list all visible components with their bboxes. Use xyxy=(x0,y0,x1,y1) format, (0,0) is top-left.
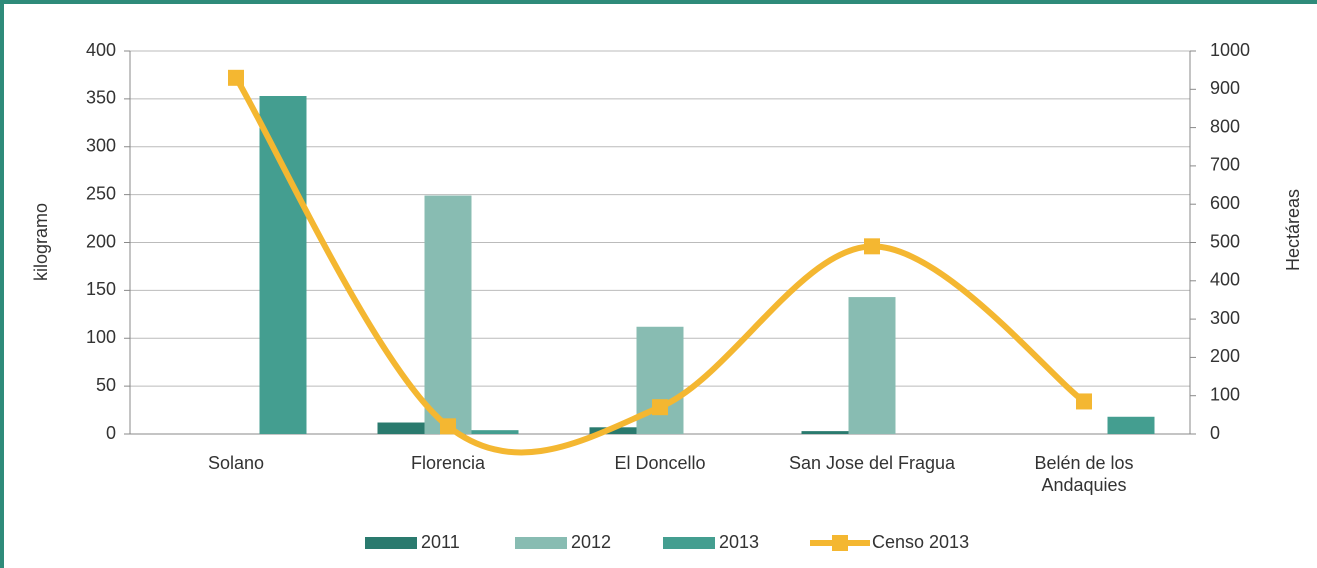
y2-tick-label: 100 xyxy=(1210,384,1240,404)
legend-swatch xyxy=(365,537,417,549)
y2-tick-label: 200 xyxy=(1210,346,1240,366)
y2-axis-title: Hectáreas xyxy=(1283,189,1303,271)
line-marker xyxy=(228,69,244,86)
bar xyxy=(801,431,849,434)
bar xyxy=(377,422,425,434)
y2-tick-label: 0 xyxy=(1210,423,1220,443)
y2-tick-label: 500 xyxy=(1210,231,1240,251)
line-marker xyxy=(864,238,880,255)
line-marker xyxy=(1076,393,1092,410)
bar xyxy=(424,195,472,434)
y-tick-label: 200 xyxy=(86,231,116,251)
y-tick-label: 0 xyxy=(106,423,116,443)
y2-tick-label: 400 xyxy=(1210,270,1240,290)
y2-tick-label: 300 xyxy=(1210,308,1240,328)
y-tick-label: 300 xyxy=(86,136,116,156)
bar xyxy=(471,430,519,434)
bar xyxy=(636,326,684,434)
y2-tick-label: 1000 xyxy=(1210,40,1250,60)
y2-tick-label: 600 xyxy=(1210,193,1240,213)
y2-tick-label: 700 xyxy=(1210,155,1240,175)
y2-tick-label: 800 xyxy=(1210,116,1240,136)
line-marker xyxy=(652,399,668,416)
legend-label: 2011 xyxy=(421,532,460,552)
bar xyxy=(848,297,896,434)
y-tick-label: 250 xyxy=(86,183,116,203)
y-tick-label: 350 xyxy=(86,88,116,108)
x-tick-label: El Doncello xyxy=(614,453,706,473)
bar xyxy=(259,96,307,434)
legend-label: Censo 2013 xyxy=(872,532,969,552)
legend-swatch xyxy=(663,537,715,549)
y-tick-label: 100 xyxy=(86,327,116,347)
x-tick-label: Solano xyxy=(207,453,265,473)
bar xyxy=(1107,416,1155,434)
y-tick-label: 150 xyxy=(86,279,116,299)
line-marker xyxy=(440,418,456,435)
y2-tick-label: 900 xyxy=(1210,78,1240,98)
y-axis-title: kilogramo xyxy=(31,203,51,281)
legend-swatch xyxy=(515,537,567,549)
y-tick-label: 50 xyxy=(96,375,116,395)
legend-swatch-marker xyxy=(832,535,848,551)
x-tick-label: Florencia xyxy=(410,453,486,473)
x-tick-label: Belén de los Andaquies xyxy=(1034,453,1134,495)
legend-label: 2013 xyxy=(719,532,759,552)
x-tick-label: San Jose del Fragua xyxy=(788,453,956,473)
y-tick-label: 400 xyxy=(86,40,116,60)
legend-label: 2012 xyxy=(571,532,611,552)
